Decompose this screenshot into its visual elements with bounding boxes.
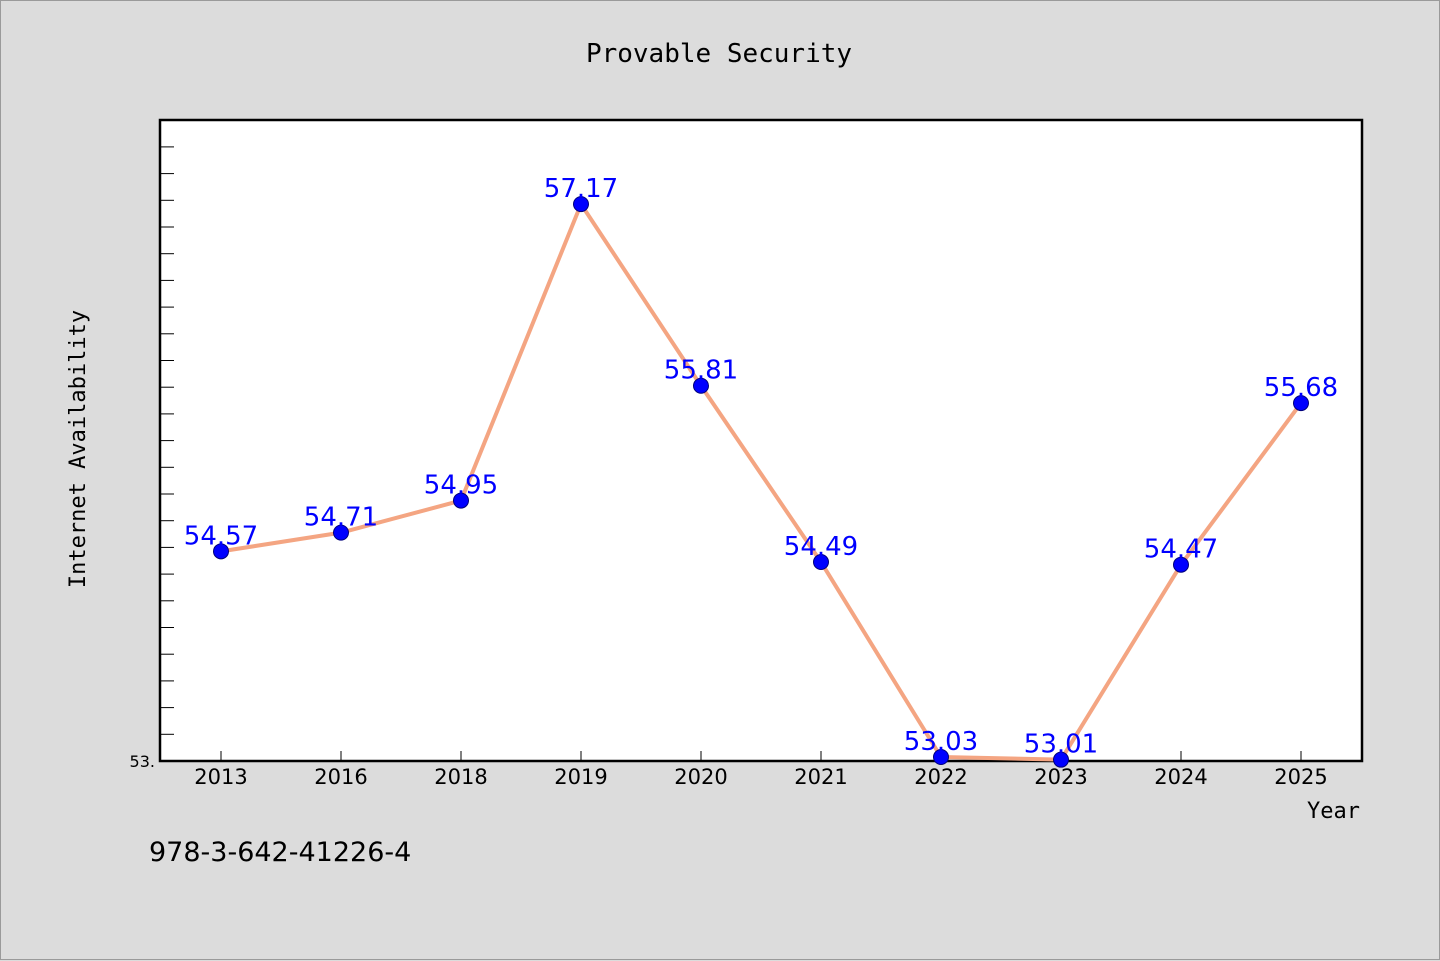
y-axis-title: Internet Availability xyxy=(66,310,91,588)
data-label: 54.95 xyxy=(424,471,498,501)
data-point-marker xyxy=(813,554,829,571)
data-label: 55.68 xyxy=(1264,373,1338,403)
x-tick-label: 2021 xyxy=(794,765,847,789)
x-axis-title: Year xyxy=(1307,799,1360,824)
x-tick-label: 2018 xyxy=(434,765,487,789)
chart-title: Provable Security xyxy=(586,39,852,69)
data-label: 54.57 xyxy=(184,521,258,551)
data-label: 54.71 xyxy=(304,503,378,533)
data-point-marker xyxy=(693,377,709,394)
x-tick-label: 2024 xyxy=(1154,765,1207,789)
data-label: 54.47 xyxy=(1144,535,1218,565)
x-tick-label: 2020 xyxy=(674,765,727,789)
x-tick-label: 2019 xyxy=(554,765,607,789)
data-label: 53.03 xyxy=(904,727,978,757)
data-point-marker xyxy=(213,543,229,560)
isbn-footer: 978-3-642-41226-4 xyxy=(149,837,412,868)
x-tick-label: 2022 xyxy=(914,765,967,789)
series-layer: 54.57 54.71 54.95 57.17 55.81 54.49 53.03 53.01… xyxy=(184,174,1338,768)
x-tick-label: 2016 xyxy=(314,765,367,789)
data-label: 54.49 xyxy=(784,532,858,562)
data-label: 53.01 xyxy=(1024,730,1098,760)
x-axis-ticks: 2013 2016 2018 2019 2020 2021 2022 2023 2024 2025 xyxy=(194,751,1328,789)
y-tick-label: 53. xyxy=(130,752,155,771)
data-point-marker xyxy=(1173,556,1189,573)
data-point-marker xyxy=(573,196,589,213)
x-tick-label: 2025 xyxy=(1274,765,1327,789)
series-line xyxy=(220,202,1303,762)
x-tick-label: 2013 xyxy=(194,765,247,789)
data-point-marker xyxy=(1053,751,1069,768)
data-label: 57.17 xyxy=(544,174,618,204)
data-point-marker xyxy=(333,524,349,541)
data-label: 55.81 xyxy=(664,356,738,386)
y-axis-ticks xyxy=(160,146,174,735)
data-point-marker xyxy=(453,492,469,509)
x-tick-label: 2023 xyxy=(1034,765,1087,789)
data-point-marker xyxy=(1293,395,1309,412)
plot-area xyxy=(158,118,1364,763)
data-point-marker xyxy=(933,748,949,765)
